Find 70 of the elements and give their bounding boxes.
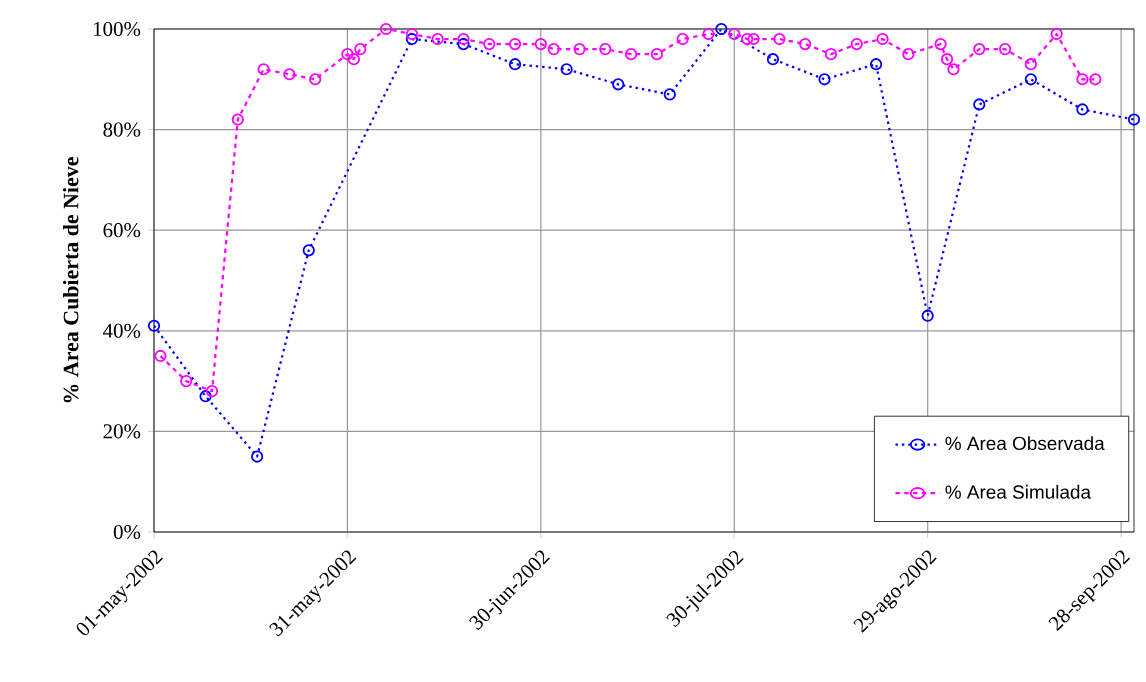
point (973, 43, 986, 56)
point (921, 309, 934, 322)
legend-label: % Area Observada (945, 436, 1105, 451)
point (508, 58, 522, 71)
point (741, 32, 754, 46)
y-tick-label: 60% (103, 223, 141, 238)
y-tick-label: 40% (103, 323, 141, 338)
point (283, 68, 296, 81)
point (309, 73, 322, 86)
point (199, 390, 212, 403)
point (824, 48, 838, 61)
point (1127, 113, 1141, 126)
y-tick-label: 80% (103, 122, 141, 137)
point (205, 385, 219, 398)
point (302, 244, 315, 257)
point (676, 32, 689, 46)
point (457, 32, 470, 46)
point (1076, 73, 1089, 86)
point (573, 43, 586, 56)
point (483, 37, 496, 51)
point (431, 32, 444, 46)
point (870, 58, 883, 71)
point (257, 63, 270, 76)
point (799, 37, 812, 51)
y-axis-title: % Area Cubierta de Nieve (62, 157, 79, 403)
point (902, 48, 915, 61)
point (347, 53, 360, 66)
point (747, 32, 760, 46)
point (1089, 73, 1102, 86)
point (715, 22, 728, 36)
point (560, 63, 573, 76)
point (940, 53, 954, 66)
point (534, 37, 547, 51)
point (650, 48, 663, 61)
point (354, 43, 367, 56)
point (850, 37, 863, 51)
point (973, 98, 986, 111)
point (251, 450, 264, 463)
point (380, 22, 393, 36)
point (728, 27, 741, 41)
point (405, 27, 418, 41)
point (1050, 27, 1063, 41)
point (154, 349, 167, 363)
point (547, 43, 560, 56)
point (766, 53, 780, 66)
point (876, 32, 889, 46)
point (180, 375, 193, 388)
point (1024, 73, 1037, 86)
point (773, 32, 786, 46)
point (457, 37, 470, 51)
y-tick-label: 20% (103, 424, 141, 439)
y-tick-label: 100% (93, 21, 141, 37)
point (341, 48, 354, 61)
point (663, 88, 676, 101)
point (612, 78, 625, 91)
point (1076, 103, 1089, 116)
point (818, 73, 831, 86)
point (599, 43, 612, 56)
y-tick-label: 0% (113, 524, 141, 540)
point (998, 43, 1012, 56)
point (702, 27, 715, 41)
legend-label: % Area Simulada (945, 484, 1092, 499)
point (947, 63, 960, 76)
point (147, 319, 161, 332)
point (934, 37, 947, 51)
point (1024, 58, 1037, 71)
point (508, 37, 522, 51)
point (405, 32, 418, 46)
point (231, 113, 244, 126)
point (625, 48, 638, 61)
